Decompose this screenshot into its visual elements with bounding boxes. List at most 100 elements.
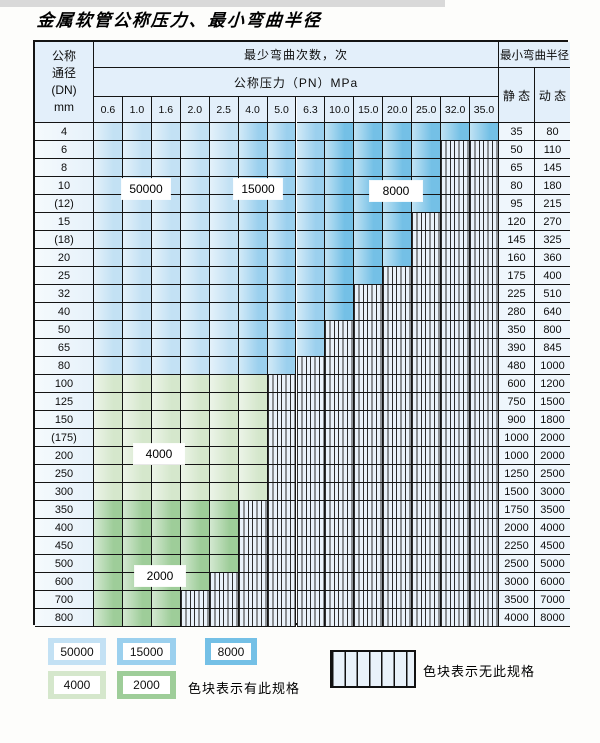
no-spec-cell [296, 501, 326, 519]
spec-cell [296, 177, 326, 195]
spec-cell [325, 141, 355, 159]
dn-cell: 500 [35, 555, 94, 573]
no-spec-cell [470, 519, 499, 537]
dynamic-column-header: 动 态 [535, 68, 570, 123]
dn-header-line: mm [54, 100, 74, 114]
spec-cell [209, 339, 239, 357]
dn-cell: 4 [35, 123, 94, 141]
spec-cell [325, 195, 355, 213]
no-spec-cell [412, 393, 442, 411]
spec-cell [94, 483, 123, 501]
spec-cell [180, 177, 210, 195]
spec-cell [267, 159, 297, 177]
no-spec-cell [412, 339, 442, 357]
spec-cell [209, 177, 239, 195]
spec-cell [94, 285, 123, 303]
no-spec-cell [296, 519, 326, 537]
spec-cell [325, 159, 355, 177]
spec-cell [122, 231, 152, 249]
no-spec-cell [441, 393, 471, 411]
dn-cell: 250 [35, 465, 94, 483]
spec-cell [267, 123, 297, 141]
dn-cell: 125 [35, 393, 94, 411]
spec-cell [122, 483, 152, 501]
spec-cell [151, 123, 181, 141]
spec-cell [180, 447, 210, 465]
dn-cell: 300 [35, 483, 94, 501]
no-spec-cell [412, 267, 442, 285]
dn-cell: 25 [35, 267, 94, 285]
no-spec-cell [325, 483, 355, 501]
spec-cell [122, 393, 152, 411]
no-spec-cell [412, 213, 442, 231]
spec-cell [238, 249, 268, 267]
static-column-header: 静 态 [499, 68, 535, 123]
spec-cell [267, 339, 297, 357]
no-spec-cell [267, 501, 297, 519]
dn-header-line: 通径 [51, 66, 76, 80]
spec-cell [94, 339, 123, 357]
no-spec-cell [267, 537, 297, 555]
dynamic-value-cell: 180 [535, 177, 570, 195]
no-spec-cell [325, 573, 355, 591]
no-spec-cell [354, 465, 384, 483]
legend-swatch: 2000 [117, 671, 176, 699]
spec-cell [209, 429, 239, 447]
no-spec-cell [267, 483, 297, 501]
no-spec-cell [441, 213, 471, 231]
no-spec-cell [441, 177, 471, 195]
spec-cell [209, 465, 239, 483]
page-title: 金属软管公称压力、最小弯曲半径 [36, 11, 323, 31]
no-spec-cell [267, 393, 297, 411]
dn-cell: (175) [35, 429, 94, 447]
no-spec-cell [238, 555, 268, 573]
spec-cell [180, 411, 210, 429]
spec-cell [354, 249, 384, 267]
no-spec-cell [441, 159, 471, 177]
spec-cell [238, 483, 268, 501]
spec-cell [325, 303, 355, 321]
no-spec-cell [325, 501, 355, 519]
no-spec-cell [325, 411, 355, 429]
no-spec-cell [441, 195, 471, 213]
spec-cell [383, 159, 413, 177]
no-spec-cell [412, 591, 442, 609]
dn-cell: 32 [35, 285, 94, 303]
no-spec-cell [354, 339, 384, 357]
spec-cell [180, 141, 210, 159]
no-spec-cell [412, 573, 442, 591]
dynamic-value-cell: 8000 [535, 609, 570, 627]
dn-header-line: 公称 [51, 49, 76, 63]
spec-cell [94, 195, 123, 213]
spec-cell [441, 123, 471, 141]
spec-cell [354, 267, 384, 285]
spec-cell [151, 213, 181, 231]
static-value-cell: 2500 [499, 555, 535, 573]
spec-cell [94, 123, 123, 141]
spec-cell [94, 429, 123, 447]
no-spec-cell [296, 555, 326, 573]
pressure-column-header: 10.0 [325, 97, 355, 123]
no-spec-cell [412, 519, 442, 537]
no-spec-cell [441, 141, 471, 159]
spec-cell [122, 357, 152, 375]
spec-cell [238, 213, 268, 231]
no-spec-cell [441, 537, 471, 555]
spec-cell [325, 177, 355, 195]
spec-table: 公称 通径 (DN) mm 最少弯曲次数，次 最小弯曲半径 公称压力（PN）MPa 静… [33, 40, 570, 627]
no-spec-cell [267, 411, 297, 429]
no-spec-cell [412, 357, 442, 375]
no-spec-cell [325, 591, 355, 609]
spec-cell [180, 339, 210, 357]
spec-cell [151, 357, 181, 375]
spec-cell [325, 231, 355, 249]
pressure-column-header: 20.0 [383, 97, 413, 123]
no-spec-cell [441, 573, 471, 591]
spec-cell [151, 393, 181, 411]
no-spec-cell [412, 537, 442, 555]
spec-cell [94, 393, 123, 411]
dynamic-value-cell: 5000 [535, 555, 570, 573]
no-spec-cell [441, 339, 471, 357]
spec-cell [151, 429, 181, 447]
dn-cell: 200 [35, 447, 94, 465]
